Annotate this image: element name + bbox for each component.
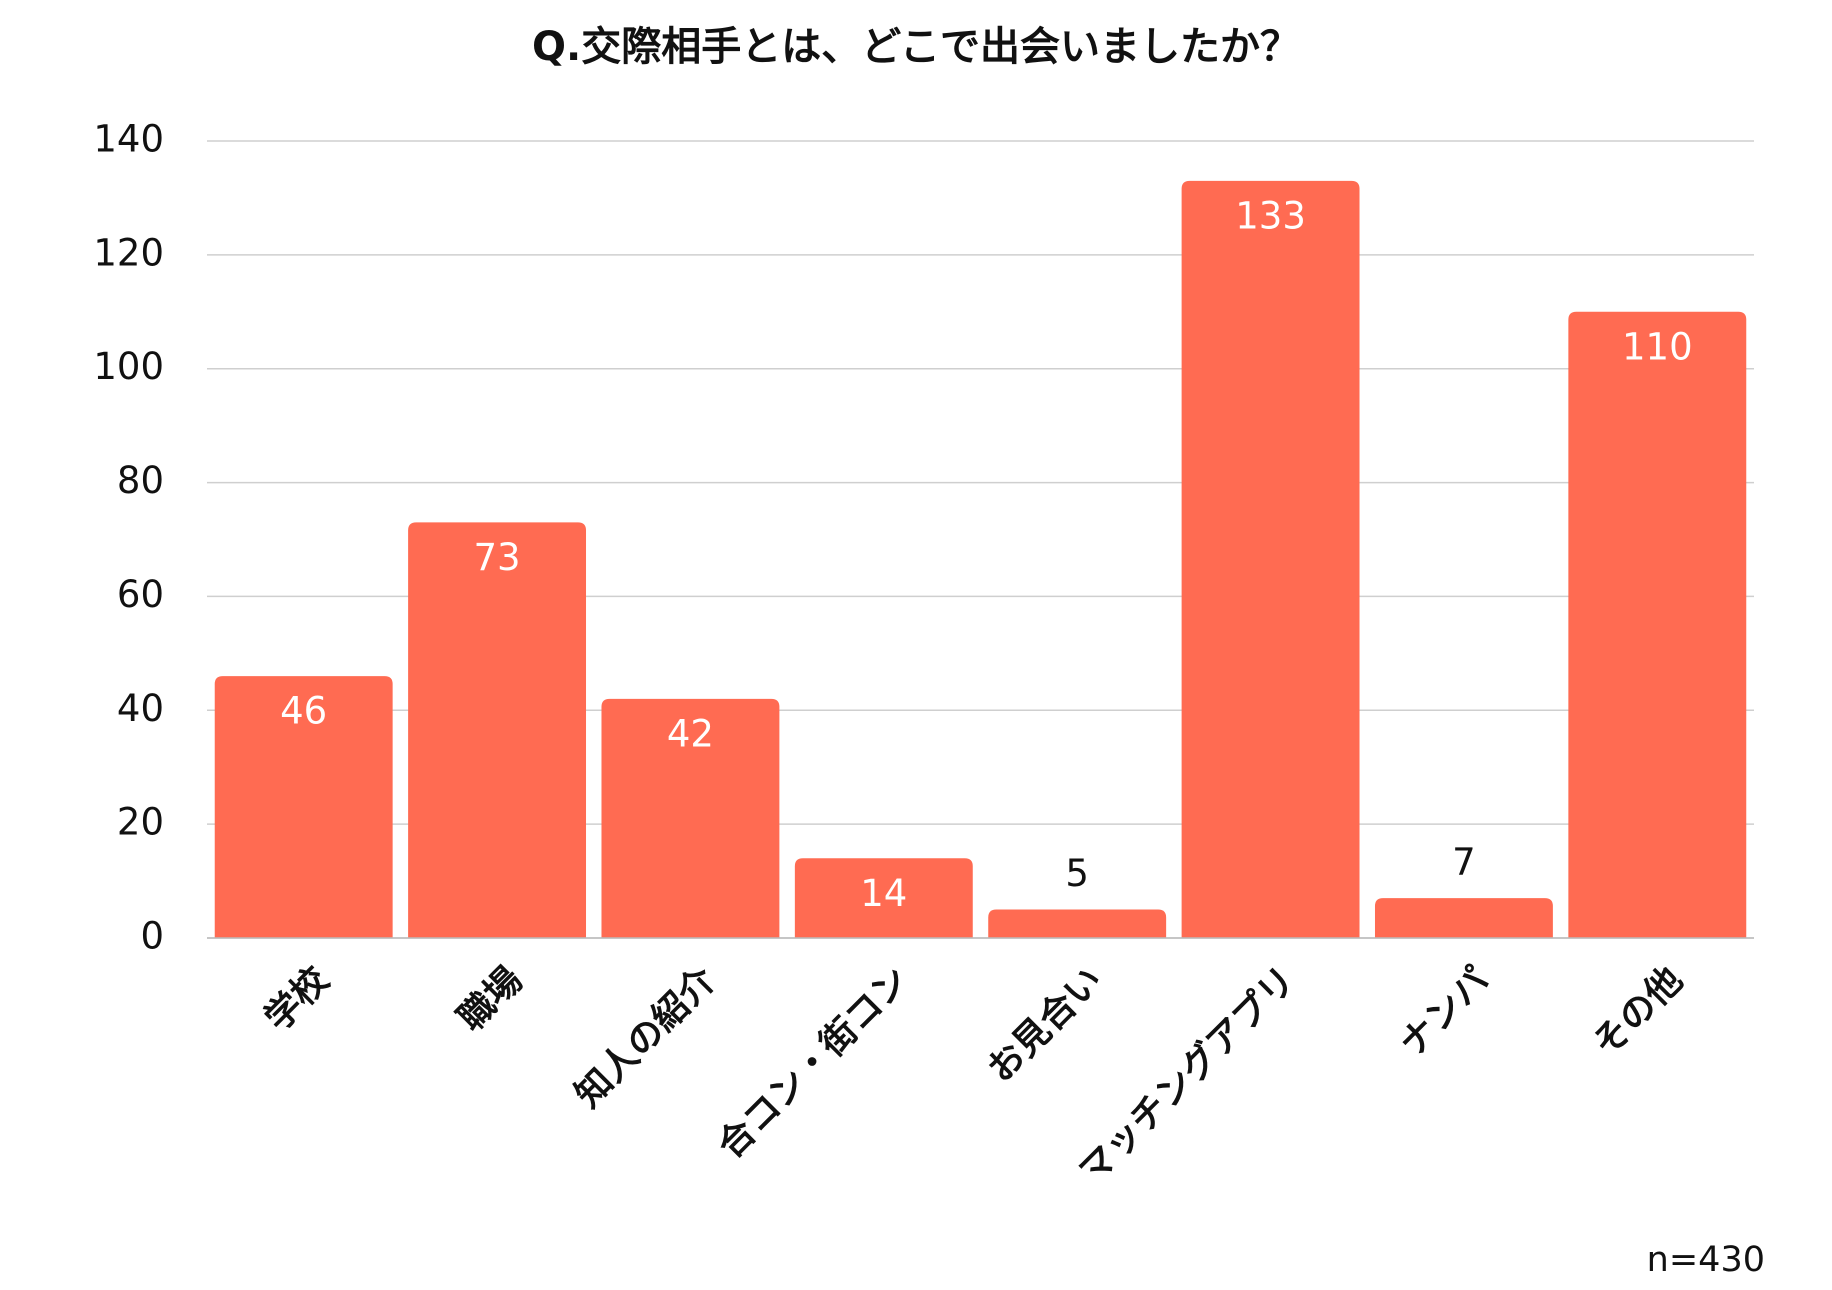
bar [988, 909, 1167, 938]
bar [601, 698, 780, 938]
x-tick-label: 知人の紹介 [568, 959, 725, 1116]
y-tick-label: 140 [93, 118, 164, 161]
x-tick-label: 職場 [451, 959, 531, 1039]
data-label: 42 [667, 712, 714, 755]
bar [214, 676, 393, 938]
y-tick-label: 80 [117, 459, 164, 502]
data-label: 14 [860, 872, 907, 915]
data-label: 133 [1235, 194, 1306, 237]
chart-title: Q.交際相手とは、どこで出会いましたか？ [532, 24, 1300, 70]
x-tick-label: 合コン・街コン [710, 959, 917, 1166]
y-tick-label: 100 [93, 345, 164, 388]
data-label: 46 [280, 690, 327, 733]
data-label: 73 [474, 536, 521, 579]
x-tick-label: マッチングアプリ [1071, 959, 1304, 1192]
bar [1181, 180, 1360, 939]
x-tick-label: その他 [1585, 959, 1690, 1064]
y-tick-label: 20 [117, 801, 164, 844]
bar [1374, 898, 1553, 938]
bar [1568, 311, 1747, 938]
data-label: 5 [1065, 852, 1089, 895]
y-tick-label: 120 [93, 231, 164, 274]
data-label: 7 [1452, 841, 1476, 884]
y-tick-label: 0 [140, 915, 164, 958]
bar [408, 522, 587, 938]
x-tick-label: お見合い [980, 959, 1111, 1090]
sample-size: n=430 [1647, 1240, 1765, 1280]
x-tick-label: ナンパ [1392, 959, 1497, 1064]
bar [794, 858, 973, 938]
x-tick-label: 学校 [257, 959, 338, 1040]
y-tick-label: 60 [117, 573, 164, 616]
y-tick-label: 40 [117, 687, 164, 730]
data-label: 110 [1622, 325, 1693, 368]
